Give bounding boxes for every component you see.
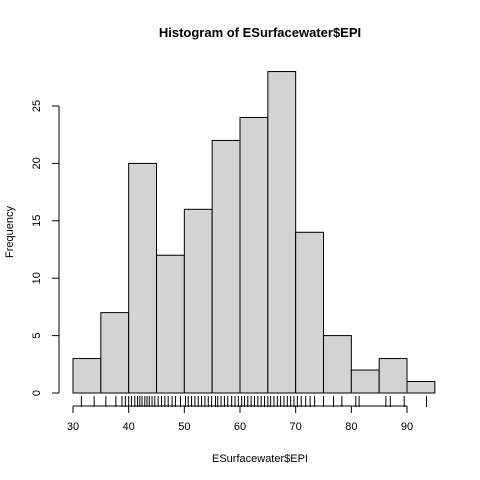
y-axis: 0 5 10 15 20 25 <box>31 100 60 396</box>
histogram-bar-2 <box>100 312 130 394</box>
histogram-bars <box>72 71 436 394</box>
histogram-bar-3 <box>128 162 158 394</box>
histogram-bar-10 <box>323 335 352 394</box>
histogram-bar-5 <box>183 208 213 394</box>
histogram-bar-6 <box>211 139 241 394</box>
y-tick-label-0: 0 <box>31 390 43 396</box>
x-tick-label-60: 60 <box>234 421 246 433</box>
histogram-bar-4 <box>156 254 185 394</box>
histogram-bar-11 <box>350 369 380 394</box>
y-tick-label-25: 25 <box>31 100 43 112</box>
y-axis-label: Frequency <box>4 206 16 258</box>
histogram-bar-12 <box>378 358 408 394</box>
histogram-bar-8 <box>267 71 297 394</box>
y-tick-label-5: 5 <box>31 333 43 339</box>
rug-marks <box>80 396 427 407</box>
x-axis-label: ESurfacewater$EPI <box>212 453 308 465</box>
x-tick-label-70: 70 <box>290 421 302 433</box>
histogram-bar-13 <box>406 381 436 394</box>
histogram-bar-1 <box>72 358 102 394</box>
histogram-bar-9 <box>295 231 324 394</box>
chart-title: Histogram of ESurfacewater$EPI <box>159 25 361 40</box>
x-axis: 30 40 50 60 70 80 90 <box>67 405 413 433</box>
y-tick-label-10: 10 <box>31 272 43 284</box>
x-tick-label-40: 40 <box>123 421 135 433</box>
y-tick-label-15: 15 <box>31 215 43 227</box>
x-tick-label-90: 90 <box>401 421 413 433</box>
x-tick-label-30: 30 <box>67 421 79 433</box>
y-tick-label-20: 20 <box>31 157 43 169</box>
x-tick-label-50: 50 <box>178 421 190 433</box>
histogram-bar-7 <box>239 116 269 394</box>
x-tick-label-80: 80 <box>345 421 357 433</box>
